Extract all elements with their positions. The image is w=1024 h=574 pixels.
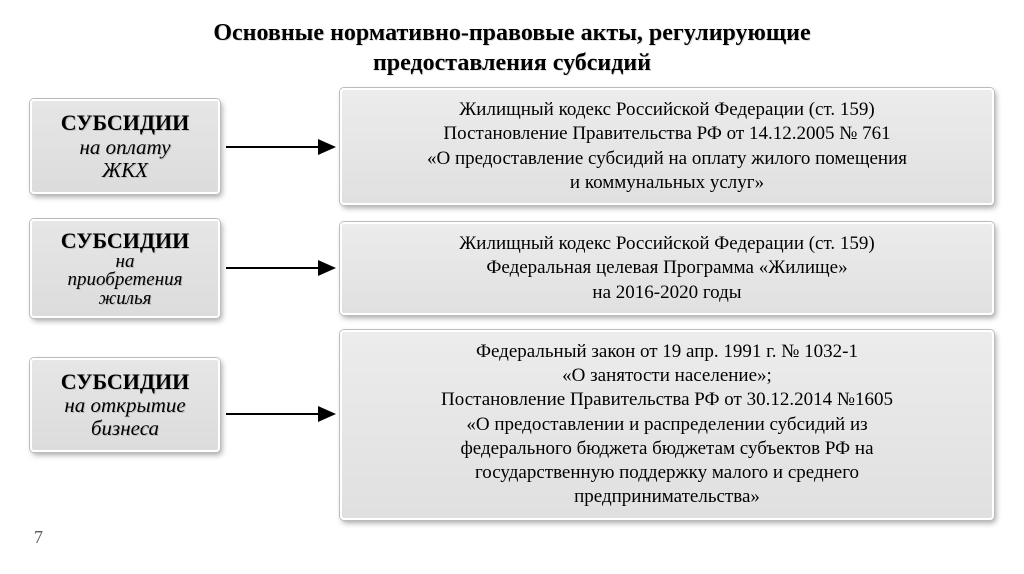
subsidy-category-box-1: СУБСИДИИ на оплату ЖКХ (30, 99, 220, 193)
arrow-icon (220, 137, 340, 157)
category-sub: ЖКХ (40, 159, 210, 182)
arrow-icon (220, 258, 340, 278)
legal-acts-box-2: Жилищный кодекс Российской Федерации (ст… (340, 222, 994, 315)
subsidy-category-box-2: СУБСИДИИ на приобретения жилья (30, 219, 220, 317)
legal-text: и коммунальных услуг» (356, 171, 978, 195)
category-sub: жилья (38, 290, 212, 308)
page-title: Основные нормативно-правовые акты, регул… (0, 0, 1024, 88)
legal-text: Жилищный кодекс Российской Федерации (ст… (356, 98, 978, 122)
legal-text: федерального бюджета бюджетам субъектов … (356, 437, 978, 461)
legal-text: государственную поддержку малого и средн… (356, 461, 978, 485)
arrow-icon (220, 404, 340, 424)
arrow-2 (220, 258, 340, 278)
legal-text: Постановление Правительства РФ от 14.12.… (356, 122, 978, 146)
legal-text: Жилищный кодекс Российской Федерации (ст… (356, 232, 978, 256)
diagram-row-2: СУБСИДИИ на приобретения жилья Жилищный … (30, 219, 994, 317)
arrow-1 (220, 137, 340, 157)
category-sub: на оплату (40, 136, 210, 159)
subsidy-category-box-3: СУБСИДИИ на открытие бизнеса (30, 358, 220, 452)
legal-text: Постановление Правительства РФ от 30.12.… (356, 388, 978, 412)
category-heading: СУБСИДИИ (40, 370, 210, 394)
arrow-3 (220, 404, 340, 424)
title-line-1: Основные нормативно-правовые акты, регул… (213, 20, 810, 46)
legal-text: на 2016-2020 годы (356, 281, 978, 305)
legal-acts-box-1: Жилищный кодекс Российской Федерации (ст… (340, 88, 994, 205)
legal-text: Федеральный закон от 19 апр. 1991 г. № 1… (356, 340, 978, 364)
legal-acts-box-3: Федеральный закон от 19 апр. 1991 г. № 1… (340, 330, 994, 520)
category-sub: на открытие (40, 394, 210, 417)
legal-text: Федеральная целевая Программа «Жилище» (356, 256, 978, 280)
category-sub: бизнеса (40, 417, 210, 440)
title-line-2: предоставления субсидий (373, 50, 651, 76)
legal-text: «О предоставление субсидий на оплату жил… (356, 147, 978, 171)
diagram-container: СУБСИДИИ на оплату ЖКХ Жилищный кодекс Р… (0, 88, 1024, 520)
legal-text: «О предоставлении и распределении субсид… (356, 413, 978, 437)
diagram-row-1: СУБСИДИИ на оплату ЖКХ Жилищный кодекс Р… (30, 88, 994, 205)
page-number: 7 (34, 527, 43, 548)
category-heading: СУБСИДИИ (40, 111, 210, 135)
category-heading: СУБСИДИИ (38, 229, 212, 253)
legal-text: предпринимательства» (356, 485, 978, 509)
legal-text: «О занятости население»; (356, 364, 978, 388)
diagram-row-3: СУБСИДИИ на открытие бизнеса Федеральный… (30, 330, 994, 520)
category-sub: приобретения (38, 271, 212, 289)
